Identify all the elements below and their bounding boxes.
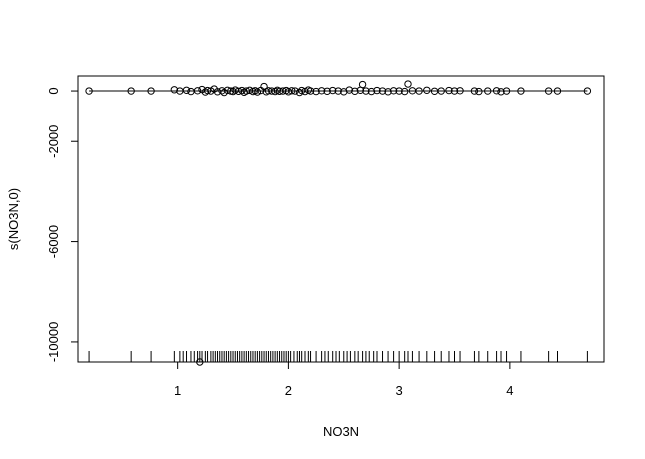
- data-point: [345, 86, 354, 94]
- data-point: [367, 87, 376, 96]
- data-point: [295, 88, 304, 97]
- data-point: [475, 87, 483, 96]
- data-point: [301, 87, 309, 96]
- data-point: [553, 87, 562, 95]
- y-tick-label: -10000: [46, 322, 61, 362]
- y-axis: 0 -2000 -6000 -10000: [46, 87, 79, 362]
- data-point: [201, 88, 210, 96]
- data-point: [378, 87, 387, 95]
- x-axis: 1 2 3 4: [174, 361, 513, 398]
- y-tick-label: -6000: [46, 225, 61, 258]
- data-point: [389, 87, 398, 95]
- data-point: [404, 80, 412, 88]
- data-point: [445, 86, 453, 95]
- data-point: [358, 80, 367, 89]
- data-point: [245, 86, 254, 95]
- data-point: [484, 87, 492, 95]
- data-point: [517, 87, 525, 95]
- data-point: [127, 87, 135, 95]
- data-point: [323, 87, 331, 96]
- x-tick-label: 3: [396, 383, 403, 398]
- data-point: [182, 86, 191, 95]
- data-point: [334, 87, 342, 95]
- data-point: [279, 87, 287, 95]
- data-point: [492, 87, 501, 95]
- rug-marks: [88, 351, 588, 362]
- data-point: [373, 86, 381, 95]
- data-point: [400, 87, 409, 96]
- data-point: [384, 88, 392, 96]
- data-point: [362, 87, 370, 95]
- data-point: [223, 86, 232, 95]
- data-point: [544, 87, 553, 95]
- x-tick-label: 2: [285, 383, 292, 398]
- data-point: [502, 87, 511, 95]
- x-tick-label: 1: [174, 383, 181, 398]
- data-point: [238, 86, 246, 95]
- data-point: [415, 87, 423, 95]
- data-point: [203, 86, 212, 95]
- data-point: [253, 88, 262, 96]
- data-point: [583, 87, 592, 95]
- data-point: [312, 87, 320, 96]
- data-point: [147, 87, 155, 95]
- data-point: [437, 87, 445, 95]
- data-point: [218, 87, 226, 95]
- data-point: [288, 87, 296, 95]
- y-tick-label: 0: [46, 87, 61, 94]
- data-point: [187, 87, 195, 96]
- data-point: [423, 86, 431, 95]
- data-point: [351, 87, 359, 96]
- residual-points: [85, 80, 592, 366]
- data-point: [317, 87, 326, 95]
- data-point: [229, 87, 237, 96]
- y-axis-title: s(NO3N,0): [6, 188, 21, 250]
- data-point: [456, 87, 464, 95]
- y-tick-label: -2000: [46, 125, 61, 158]
- data-point: [306, 87, 315, 95]
- data-point: [268, 87, 276, 95]
- data-point: [85, 87, 93, 95]
- data-point: [328, 86, 337, 95]
- plot-frame: [77, 75, 605, 363]
- data-point: [450, 87, 459, 95]
- data-point: [470, 87, 479, 95]
- data-point: [234, 87, 243, 96]
- x-axis-title: NO3N: [323, 424, 359, 439]
- data-point: [395, 87, 403, 95]
- x-tick-label: 4: [506, 383, 513, 398]
- data-point: [170, 86, 179, 94]
- data-point: [497, 88, 505, 96]
- data-point: [193, 87, 202, 95]
- data-point: [196, 358, 204, 366]
